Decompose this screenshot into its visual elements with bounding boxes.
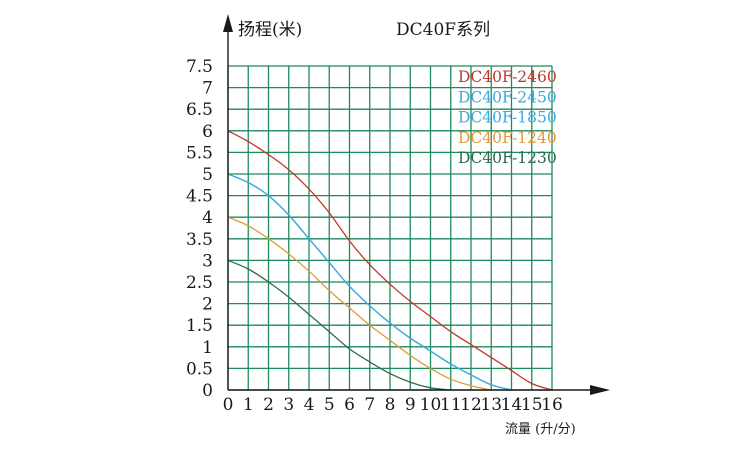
x-axis-label: 流量 (升/分) (505, 422, 576, 437)
legend-entry: DC40F-1240 (458, 129, 557, 147)
x-tick-label: 15 (521, 395, 543, 415)
x-tick-label: 10 (420, 395, 442, 415)
series-line-dc40f-1850 (227, 173, 512, 391)
tick-labels: 0 1 2 3 4 5 6 7 8 9 1011121314151600.511.522.533.5… (186, 57, 563, 415)
legend-entry: DC40F-2450 (458, 88, 557, 106)
y-axis-label: 扬程(米) (238, 20, 302, 40)
y-tick-label: 7 (202, 79, 213, 99)
y-tick-label: 1.5 (186, 316, 213, 336)
legend: DC40F-2460 DC40F-2450 DC40F-1850 DC40F-1240… (458, 68, 557, 167)
y-tick-label: 6 (202, 122, 213, 142)
legend-entry: DC40F-1230 (458, 149, 557, 167)
x-tick-label: 4 (304, 395, 315, 415)
series-lines (227, 130, 553, 391)
y-tick-label: 4 (202, 208, 213, 228)
x-tick-label: 5 (324, 395, 335, 415)
y-tick-label: 6.5 (186, 100, 213, 120)
x-tick-label: 7 (364, 395, 375, 415)
x-tick-label: 3 (283, 395, 294, 415)
x-tick-label: 6 (344, 395, 355, 415)
y-tick-label: 0 (202, 381, 213, 401)
legend-entry: DC40F-2460 (458, 68, 557, 86)
y-tick-label: 3 (202, 251, 213, 271)
x-tick-label: 16 (541, 395, 563, 415)
x-tick-label: 12 (460, 395, 482, 415)
y-tick-label: 5 (202, 165, 213, 185)
y-tick-label: 1 (202, 338, 213, 358)
y-tick-label: 2.5 (186, 273, 213, 293)
x-axis-arrow (590, 385, 610, 395)
y-tick-label: 2 (202, 295, 213, 315)
series-line-dc40f-1240 (227, 216, 492, 391)
y-tick-label: 7.5 (186, 57, 213, 77)
x-tick-label: 14 (501, 395, 523, 415)
series-line-dc40f-1230 (227, 259, 451, 391)
y-tick-label: 5.5 (186, 143, 213, 163)
y-tick-label: 3.5 (186, 230, 213, 250)
y-axis-arrow (223, 14, 233, 32)
x-tick-label: 8 (385, 395, 396, 415)
x-tick-label: 0 (223, 395, 234, 415)
x-tick-label: 9 (405, 395, 416, 415)
series-line-dc40f-2460 (227, 130, 553, 391)
y-tick-label: 4.5 (186, 187, 213, 207)
axes (223, 14, 610, 395)
chart-title: DC40F系列 (396, 20, 490, 40)
x-tick-label: 13 (480, 395, 502, 415)
x-tick-label: 11 (440, 395, 462, 415)
legend-entry: DC40F-1850 (458, 109, 557, 127)
x-tick-label: 1 (243, 395, 254, 415)
x-tick-label: 2 (263, 395, 274, 415)
y-tick-label: 0.5 (186, 359, 213, 379)
